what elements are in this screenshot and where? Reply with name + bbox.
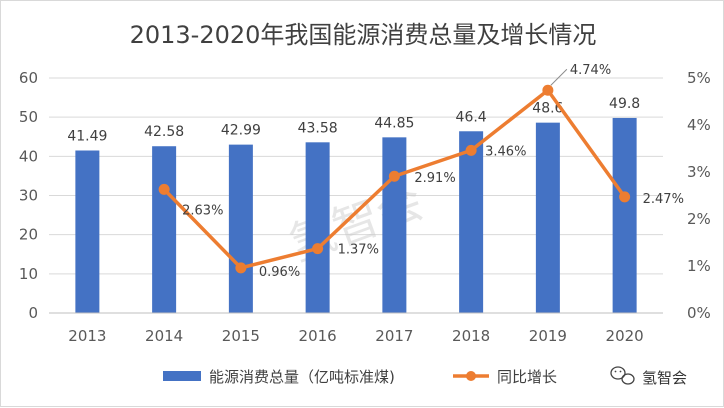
y-right-tick-label: 5% xyxy=(687,69,711,87)
gridlines xyxy=(49,77,663,275)
bar xyxy=(459,131,484,313)
x-tick-label: 2018 xyxy=(452,327,490,345)
bar xyxy=(152,146,177,313)
line-marker xyxy=(619,191,631,203)
line-marker xyxy=(388,170,400,182)
chart-title: 2013-2020年我国能源消费总量及增长情况 xyxy=(130,21,597,49)
y-left-tick-label: 60 xyxy=(19,69,38,87)
line-series: 2.63% 0.96% 1.37% 2.91% 3.46% 4.74% 2.47% xyxy=(158,63,684,280)
y-left-tick-label: 50 xyxy=(19,108,38,126)
legend-marker-line xyxy=(466,371,476,381)
brand-name: 氢智会 xyxy=(642,369,687,387)
bar-value-label: 42.58 xyxy=(144,124,184,140)
y-left-tick-label: 20 xyxy=(19,226,38,244)
y-left-tick-label: 40 xyxy=(19,147,38,165)
wechat-icon xyxy=(610,366,635,385)
x-tick-label: 2016 xyxy=(299,327,337,345)
bar-value-label: 43.58 xyxy=(298,120,338,136)
y-left-tick-label: 0 xyxy=(28,304,38,322)
bar-value-label: 49.8 xyxy=(609,96,640,112)
x-tick-label: 2015 xyxy=(222,327,260,345)
brand-watermark: 氢智会 xyxy=(610,366,687,387)
legend-label-bar: 能源消费总量（亿吨标准煤) xyxy=(209,368,395,386)
line-value-label: 1.37% xyxy=(338,243,379,258)
bar xyxy=(612,117,637,313)
bar-value-label: 44.85 xyxy=(374,115,414,131)
x-tick-label: 2019 xyxy=(529,327,567,345)
line-value-label: 2.91% xyxy=(414,171,455,186)
y-right-tick-label: 1% xyxy=(687,257,711,275)
y-right-tick-label: 4% xyxy=(687,116,711,134)
line-marker xyxy=(465,144,477,156)
line-marker xyxy=(158,183,170,195)
bar-value-label: 48.6 xyxy=(532,101,563,117)
bar xyxy=(75,150,100,313)
y-right-tick-label: 3% xyxy=(687,163,711,181)
label-leader-line xyxy=(550,68,568,86)
line-value-label: 0.96% xyxy=(259,265,300,280)
axes: 0 10 20 30 40 50 60 0% 1% 2% 3% 4% 5% 2013 2014 2015 201… xyxy=(19,69,711,345)
x-tick-label: 2020 xyxy=(606,327,644,345)
bar-value-label: 41.49 xyxy=(67,128,107,144)
bar xyxy=(228,144,253,313)
bar xyxy=(305,142,330,313)
x-tick-label: 2017 xyxy=(375,327,413,345)
y-right-tick-label: 0% xyxy=(687,304,711,322)
line-marker xyxy=(235,262,247,274)
legend-swatch-bar xyxy=(163,371,201,381)
line-value-label: 2.63% xyxy=(182,203,223,218)
x-tick-label: 2014 xyxy=(145,327,183,345)
legend-label-line: 同比增长 xyxy=(497,368,557,386)
line-value-label: 2.47% xyxy=(643,192,684,207)
legend: 能源消费总量（亿吨标准煤) 同比增长 xyxy=(163,368,557,386)
bar-value-label: 42.99 xyxy=(221,123,261,139)
y-right-tick-label: 2% xyxy=(687,210,711,228)
x-tick-label: 2013 xyxy=(68,327,106,345)
bar-series: 41.49 42.58 42.99 43.58 44.85 46.4 48.6 49.8 xyxy=(67,96,640,314)
line-marker xyxy=(312,243,324,255)
bar xyxy=(535,122,560,314)
bar xyxy=(382,137,407,313)
y-left-tick-label: 10 xyxy=(19,265,38,283)
line-marker xyxy=(542,84,554,96)
line-value-label: 3.46% xyxy=(485,144,526,159)
y-left-tick-label: 30 xyxy=(19,187,38,205)
line-value-label: 4.74% xyxy=(570,63,611,78)
bar-value-label: 46.4 xyxy=(456,109,487,125)
